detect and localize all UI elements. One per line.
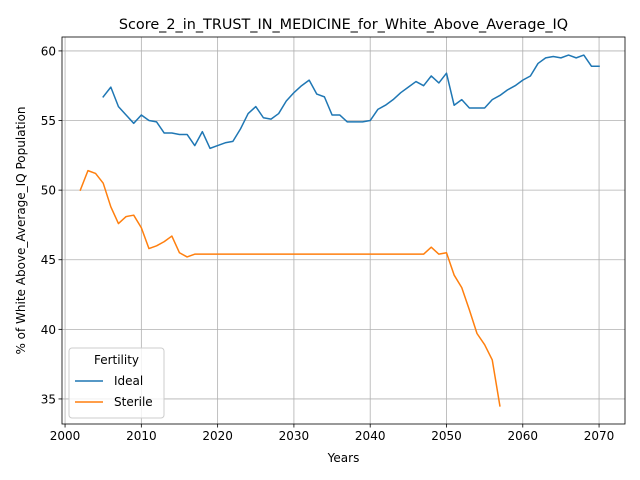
x-axis-label: Years (327, 451, 360, 465)
x-tick-label: 2070 (584, 429, 615, 443)
y-axis: 35 40 45 50 55 60 (41, 44, 62, 406)
x-tick-label: 2040 (355, 429, 386, 443)
x-tick-label: 2050 (431, 429, 462, 443)
y-tick-label: 50 (41, 184, 56, 198)
x-tick-label: 2010 (126, 429, 157, 443)
legend-label-sterile: Sterile (114, 395, 153, 409)
chart-title: Score_2_in_TRUST_IN_MEDICINE_for_White_A… (119, 17, 568, 33)
legend-box (68, 347, 165, 419)
y-tick-label: 45 (41, 253, 56, 267)
legend: Fertility Ideal Sterile (68, 347, 165, 419)
x-tick-label: 2020 (202, 429, 233, 443)
y-tick-label: 35 (41, 392, 56, 406)
y-tick-label: 55 (41, 114, 56, 128)
series-line-ideal (102, 54, 600, 150)
x-tick-label: 2030 (279, 429, 310, 443)
x-tick-label: 2000 (50, 429, 81, 443)
y-tick-label: 40 (41, 323, 56, 337)
y-axis-label: % of White Above_Average_IQ Population (14, 106, 28, 354)
legend-title: Fertility (94, 353, 139, 367)
series-layer (79, 54, 600, 407)
plot-frame (61, 36, 626, 425)
y-tick-label: 60 (41, 44, 56, 58)
series-line-sterile (79, 169, 501, 407)
x-axis: 2000 2010 2020 2030 2040 2050 2060 2070 (50, 424, 615, 443)
x-tick-label: 2060 (508, 429, 539, 443)
legend-label-ideal: Ideal (114, 374, 143, 388)
